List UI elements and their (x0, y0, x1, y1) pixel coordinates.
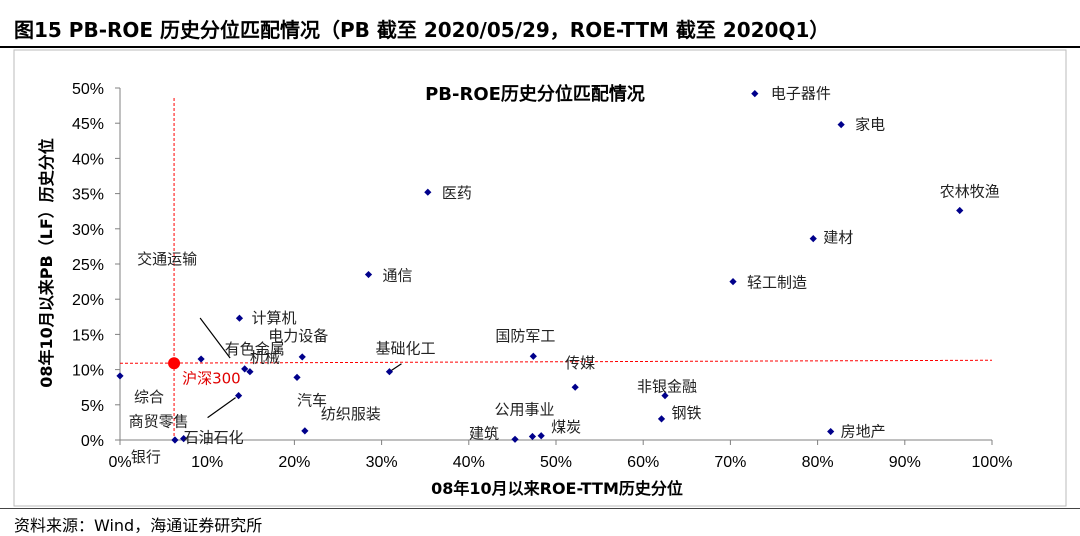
data-point-marker (528, 432, 537, 441)
chart-axes: 0% 10% 20% 30% 40% 50% 60% 70% 80% 90% 100% 0% 5% 10%… (72, 81, 1012, 471)
data-point-label: 电子器件 (771, 85, 831, 103)
y-tick-label: 25% (72, 257, 104, 274)
chart-frame (13, 49, 1067, 507)
data-point-label: 非银金融 (637, 378, 697, 396)
x-axis-title: 08年10月以来ROE-TTM历史分位 (431, 479, 683, 498)
data-point-marker (529, 352, 537, 360)
data-point-label: 汽车 (297, 391, 327, 409)
y-tick-label: 0% (81, 433, 104, 450)
data-point-marker (511, 435, 519, 443)
data-point-label: 钢铁 (672, 404, 702, 422)
scatter-chart: 0% 10% 20% 30% 40% 50% 60% 70% 80% 90% 100% 0% 5% 10%… (13, 49, 1067, 507)
data-point-marker (956, 206, 964, 215)
data-point-label: 计算机 (251, 309, 296, 327)
benchmark-guides (119, 98, 993, 440)
y-tick-label: 15% (72, 327, 104, 344)
data-point-label: 建材 (823, 229, 853, 247)
data-point-label: 基础化工 (375, 340, 435, 358)
data-point-marker (116, 372, 124, 380)
data-point-label: 银行 (131, 448, 161, 466)
x-tick-label: 70% (714, 454, 746, 471)
data-point-marker (241, 365, 249, 373)
x-tick-label: 10% (191, 454, 223, 471)
y-tick-label: 45% (72, 116, 104, 133)
data-point-label: 公用事业 (494, 400, 554, 418)
data-point-label: 石油石化 (184, 429, 244, 447)
source-note: 资料来源：Wind，海通证券研究所 (14, 516, 263, 535)
data-point-marker (180, 434, 188, 443)
data-point-marker (751, 90, 759, 98)
benchmark-horizontal-line (119, 359, 993, 364)
data-point-marker (827, 427, 835, 436)
data-point-marker (661, 392, 669, 400)
x-tick-label: 0% (108, 454, 131, 471)
benchmark-marker (168, 357, 181, 370)
data-point-marker (424, 188, 432, 196)
x-tick-label: 20% (278, 454, 310, 471)
data-point-label: 纺织服装 (321, 405, 381, 423)
y-tick-label: 35% (72, 187, 104, 204)
data-point-marker (571, 383, 579, 391)
data-point-marker (537, 432, 545, 440)
data-point-label: 通信 (383, 267, 413, 285)
y-axis-title: 08年10月以来PB（LF）历史分位 (37, 138, 56, 388)
data-point-label: 综合 (134, 388, 164, 406)
x-tick-label: 100% (972, 454, 1013, 471)
data-point-marker (729, 278, 737, 286)
data-point-marker (234, 392, 243, 400)
data-point-marker (197, 355, 205, 363)
y-tick-label: 10% (72, 363, 104, 380)
data-point-marker (657, 415, 666, 423)
data-point-label: 房地产 (841, 423, 886, 441)
leader-line (199, 317, 231, 359)
data-point-label: 电力设备 (268, 327, 328, 345)
data-point-label: 轻工制造 (747, 274, 807, 292)
data-point-label: 家电 (855, 116, 885, 134)
data-point-marker (298, 353, 306, 361)
data-point-marker (293, 373, 301, 381)
y-tick-label: 20% (72, 292, 104, 309)
benchmark-label: 沪深300 (182, 369, 241, 387)
y-tick-label: 5% (81, 398, 104, 415)
x-tick-label: 40% (453, 454, 485, 471)
data-point-marker (364, 270, 373, 279)
data-point-marker (235, 314, 244, 322)
x-tick-label: 50% (540, 454, 572, 471)
data-point-marker (171, 436, 179, 444)
x-tick-label: 30% (366, 454, 398, 471)
data-point-label: 有色金属 (225, 340, 285, 358)
chart-title: PB-ROE历史分位匹配情况 (425, 83, 645, 105)
footer-rule (0, 508, 1080, 509)
data-point-label: 医药 (442, 184, 472, 202)
x-tick-label: 80% (802, 454, 834, 471)
y-tick-label: 50% (72, 81, 104, 98)
data-point-label: 煤炭 (551, 418, 581, 436)
data-point-marker (385, 368, 394, 376)
data-point-label: 建筑 (469, 424, 499, 442)
y-tick-label: 40% (72, 151, 104, 168)
x-tick-label: 60% (627, 454, 659, 471)
data-point-label: 农林牧渔 (940, 182, 1000, 200)
title-rule (0, 46, 1080, 48)
leader-line (207, 397, 236, 419)
data-point-marker (301, 427, 309, 435)
data-point-marker (809, 235, 817, 243)
data-point-label: 传媒 (565, 354, 595, 372)
figure-title: 图15 PB-ROE 历史分位匹配情况（PB 截至 2020/05/29，ROE… (14, 18, 830, 42)
data-point-marker (246, 368, 254, 376)
data-point-label: 国防军工 (495, 327, 555, 345)
data-point-label: 商贸零售 (129, 413, 189, 431)
y-tick-label: 30% (72, 222, 104, 239)
data-point-marker (837, 121, 845, 129)
x-tick-label: 90% (889, 454, 921, 471)
data-point-label: 交通运输 (137, 250, 197, 268)
data-point-label: 机械 (250, 349, 280, 367)
